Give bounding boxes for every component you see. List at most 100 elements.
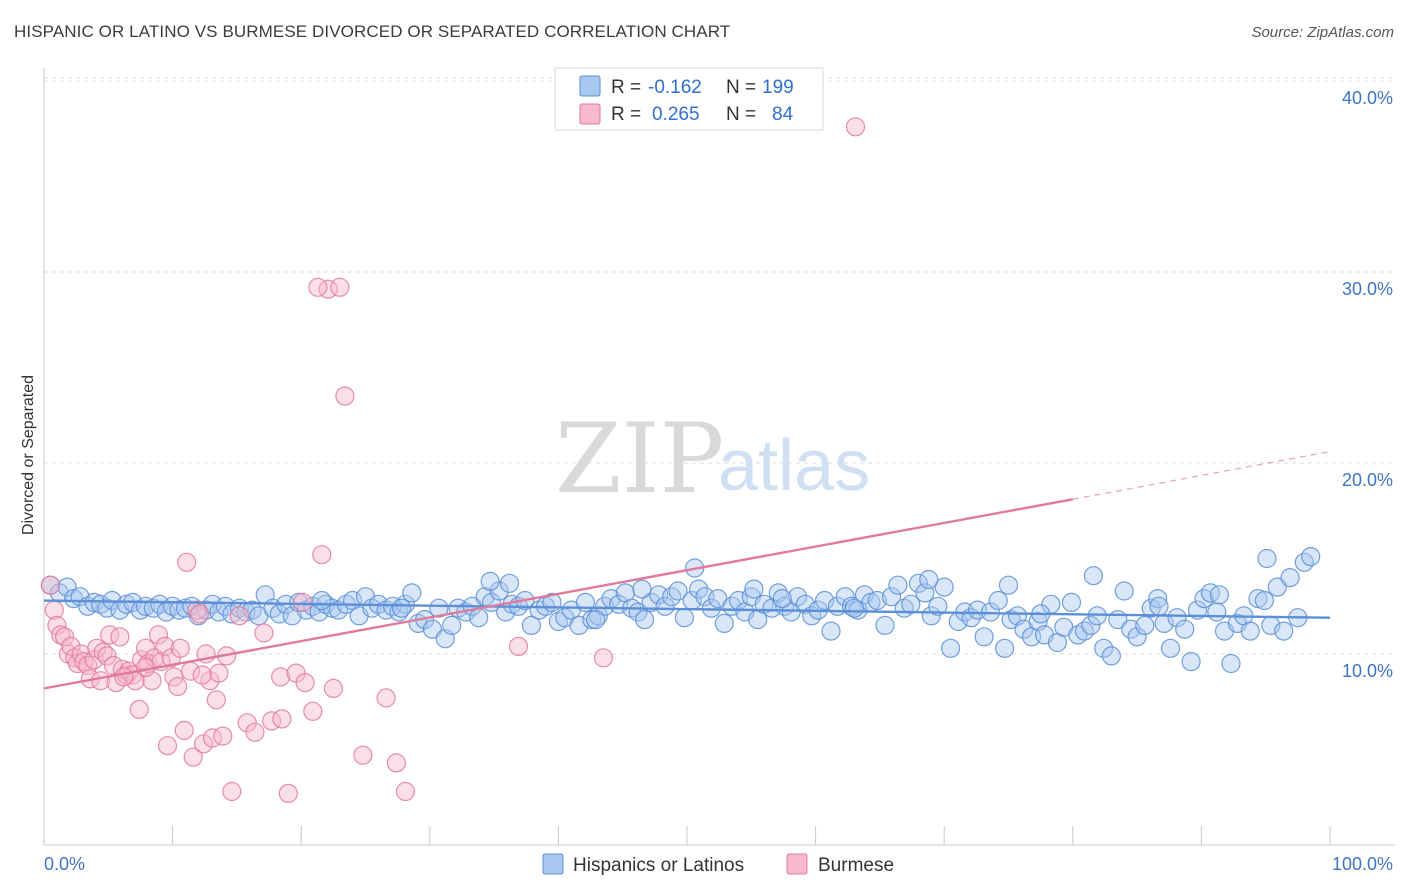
point-0-89 [634, 609, 655, 630]
point-1-21 [110, 627, 130, 647]
y-tick-label-10: 10.0% [1342, 661, 1393, 681]
axes [43, 68, 1395, 846]
legend-r-label-0: R = [611, 77, 641, 98]
point-0-94 [668, 581, 688, 601]
point-1-69 [353, 745, 373, 765]
point-1-55 [229, 606, 250, 626]
point-1-73 [508, 636, 529, 657]
point-0-122 [854, 585, 875, 605]
point-1-67 [330, 277, 350, 297]
point-0-83 [595, 596, 615, 616]
point-0-97 [688, 579, 709, 599]
point-0-127 [888, 575, 908, 595]
point-1-77 [292, 592, 313, 613]
source-label: Source: ZipAtlas.com [1251, 24, 1394, 41]
point-0-191 [499, 573, 520, 593]
point-0-72 [521, 615, 542, 636]
point-1-72 [395, 781, 415, 802]
point-0-143 [994, 638, 1015, 658]
point-1-53 [213, 726, 233, 746]
point-1-33 [148, 625, 169, 645]
point-1-44 [183, 747, 203, 767]
point-1-51 [206, 690, 226, 710]
point-0-203 [586, 609, 606, 630]
point-0-195 [919, 569, 939, 590]
series-legend-swatch-hispanic [542, 853, 564, 875]
legend-r-value-1: 0.265 [652, 104, 700, 125]
point-0-124 [867, 590, 887, 611]
point-0-171 [1181, 651, 1201, 672]
point-0-57 [422, 619, 442, 639]
trend-line-0 [43, 599, 1331, 619]
point-1-0 [40, 575, 61, 595]
point-1-61 [278, 783, 298, 804]
watermark-zip: ZIP [555, 403, 724, 515]
point-0-204 [480, 571, 500, 592]
point-1-70 [376, 688, 396, 708]
point-1-68 [335, 386, 355, 406]
point-0-92 [655, 596, 675, 616]
series-burmese [40, 117, 866, 804]
point-0-158 [1094, 638, 1114, 658]
stats-legend: R = -0.162 N = 199 R = 0.265 N = 84 [554, 67, 824, 131]
point-0-135 [940, 638, 961, 658]
point-0-163 [1127, 627, 1147, 647]
point-1-57 [245, 722, 265, 742]
watermark-atlas: atlas [718, 426, 870, 506]
point-1-16 [93, 642, 113, 662]
trend-lines [43, 450, 1331, 690]
point-1-60 [271, 667, 291, 687]
point-0-101 [714, 613, 734, 634]
point-1-17 [97, 646, 117, 666]
point-0-165 [1141, 598, 1161, 618]
point-1-46 [190, 604, 210, 624]
point-0-126 [881, 587, 902, 607]
point-0-95 [674, 608, 695, 628]
trend-line-ext-1 [1072, 450, 1331, 500]
point-1-76 [308, 277, 328, 297]
point-0-134 [934, 577, 954, 597]
series-legend-swatch-burmese [786, 853, 808, 875]
point-1-35 [155, 636, 175, 657]
point-0-198 [1149, 596, 1169, 616]
point-0-133 [928, 596, 948, 616]
point-0-194 [772, 588, 792, 609]
point-0-172 [1187, 600, 1208, 620]
x-tick-labels: 0.0% 100.0% [44, 854, 1393, 874]
point-0-159 [1101, 646, 1122, 666]
point-0-60 [442, 615, 462, 636]
legend-r-value-0: -0.162 [648, 77, 702, 98]
point-1-75 [845, 117, 866, 137]
point-1-6 [61, 636, 81, 657]
legend-n-value-1: 84 [772, 104, 794, 125]
y-axis-label: Divorced or Separated [20, 375, 37, 535]
point-0-142 [988, 590, 1008, 611]
point-1-42 [177, 552, 197, 572]
legend-n-value-0: 199 [762, 77, 794, 98]
watermark: ZIP atlas [555, 403, 870, 515]
point-0-140 [974, 627, 994, 647]
point-1-63 [295, 672, 315, 693]
point-0-153 [1061, 592, 1082, 613]
gridlines [44, 77, 1395, 655]
point-0-130 [908, 573, 929, 593]
point-0-166 [1148, 588, 1168, 609]
series-legend-label-hispanic: Hispanics or Latinos [573, 855, 744, 876]
point-0-196 [998, 575, 1019, 595]
point-1-74 [593, 648, 614, 668]
point-0-197 [1083, 566, 1104, 586]
point-0-64 [469, 608, 489, 628]
y-tick-label-40: 40.0% [1342, 88, 1393, 108]
legend-swatch-burmese [579, 103, 601, 125]
point-1-83 [323, 678, 343, 699]
y-tick-label-20: 20.0% [1342, 470, 1393, 490]
point-1-54 [222, 781, 242, 802]
point-0-177 [1221, 653, 1241, 674]
point-1-65 [312, 545, 332, 565]
point-0-189 [1301, 546, 1321, 567]
point-0-162 [1121, 619, 1141, 639]
y-tick-labels: 10.0% 20.0% 30.0% 40.0% [1342, 88, 1393, 681]
point-0-206 [1257, 548, 1277, 569]
legend-n-label-1: N = [726, 104, 756, 125]
